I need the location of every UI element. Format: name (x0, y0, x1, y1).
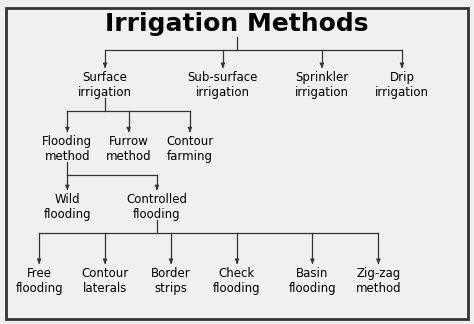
Text: Border
strips: Border strips (151, 267, 191, 295)
Text: Furrow
method: Furrow method (106, 135, 151, 163)
Text: Zig-zag
method: Zig-zag method (356, 267, 401, 295)
Text: Contour
laterals: Contour laterals (82, 267, 128, 295)
Text: Sub-surface
irrigation: Sub-surface irrigation (188, 71, 258, 99)
Text: Drip
irrigation: Drip irrigation (375, 71, 429, 99)
Text: Free
flooding: Free flooding (15, 267, 63, 295)
Text: Flooding
method: Flooding method (42, 135, 92, 163)
Text: Wild
flooding: Wild flooding (44, 193, 91, 221)
Text: Basin
flooding: Basin flooding (289, 267, 336, 295)
Text: Sprinkler
irrigation: Sprinkler irrigation (295, 71, 349, 99)
Text: Controlled
flooding: Controlled flooding (127, 193, 187, 221)
Text: Surface
irrigation: Surface irrigation (78, 71, 132, 99)
Text: Check
flooding: Check flooding (213, 267, 261, 295)
Text: Contour
farming: Contour farming (166, 135, 213, 163)
Text: Irrigation Methods: Irrigation Methods (105, 12, 369, 36)
